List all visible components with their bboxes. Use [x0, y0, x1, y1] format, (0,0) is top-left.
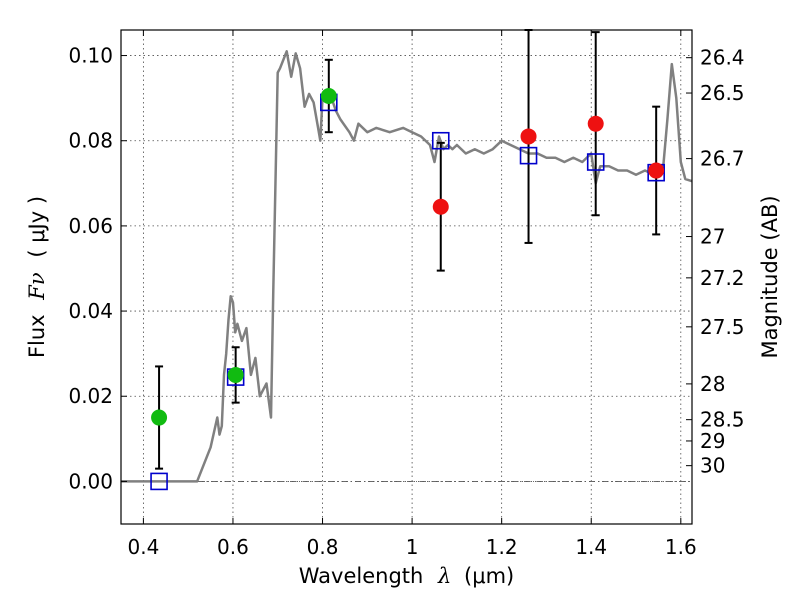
magnitude-tick-label: 27.2 [700, 266, 745, 290]
x-tick-label: 0.6 [217, 535, 249, 559]
sed-curve-layer [121, 50, 693, 483]
measurements-point [520, 128, 537, 145]
detections-point [151, 409, 168, 426]
measurements-point [432, 198, 449, 215]
magnitude-tick-label: 28.5 [700, 408, 745, 432]
y-axis-label-text: Flux [25, 314, 49, 358]
magnitude-tick-label: 27 [700, 225, 725, 249]
x-axis-label-symbol: λ [437, 564, 451, 588]
magnitude-tick-label: 27.5 [700, 315, 745, 339]
y-tick-label: 0.04 [68, 299, 113, 323]
detections-point [227, 366, 244, 383]
y-tick-label: 0.08 [68, 129, 113, 153]
x-tick-label: 0.4 [127, 535, 159, 559]
x-tick-label: 1.2 [486, 535, 518, 559]
grid-layer [121, 30, 692, 524]
magnitude-tick-label: 29 [700, 429, 725, 453]
magnitude-tick-label: 26.5 [700, 81, 745, 105]
x-tick-label: 1.6 [665, 535, 697, 559]
y-tick-label: 0.00 [68, 469, 113, 493]
x-axis-label-unit: (μm) [464, 564, 514, 588]
y-axis-label: Flux Fν ( μJy ) [25, 196, 49, 358]
errorbar-layer [155, 29, 661, 470]
x-axis-label: Wavelength λ (μm) [299, 564, 514, 588]
y-tick-label: 0.06 [68, 214, 113, 238]
model-square-layer [150, 93, 665, 491]
magnitude-tick-label: 26.4 [700, 46, 745, 70]
model-photometry-square [150, 472, 168, 491]
detections-point [320, 88, 337, 105]
magnitude-tick-label: 26.7 [700, 147, 745, 171]
y-tick-label: 0.02 [68, 384, 113, 408]
plot-frame [120, 29, 693, 525]
x-tick-label: 1 [406, 535, 419, 559]
model-photometry-square [519, 146, 538, 165]
y-axis-label-unit: ( μJy ) [25, 196, 49, 258]
y-axis-label-symbol: Fν [25, 272, 49, 301]
magnitude-tick-label: 30 [700, 454, 725, 478]
x-axis-label-text: Wavelength [299, 564, 424, 588]
model-photometry-square [586, 153, 605, 171]
model-photometry-square [431, 131, 450, 150]
magnitude-axis-label: Magnitude (AB) [758, 195, 782, 358]
sed-model-curve [121, 50, 693, 483]
measurements-point [648, 162, 665, 179]
x-tick-label: 0.8 [307, 535, 339, 559]
data-point-layer [151, 88, 665, 426]
x-tick-label: 1.4 [575, 535, 607, 559]
y-tick-label: 0.10 [68, 44, 113, 68]
tick-layer: 0.4 0.6 0.8 1 1.2 1.4 1.6 0.00 0.02 0.04 0.06 0.08 0… [68, 30, 745, 559]
measurements-point [587, 115, 604, 132]
magnitude-tick-label: 28 [700, 372, 725, 396]
